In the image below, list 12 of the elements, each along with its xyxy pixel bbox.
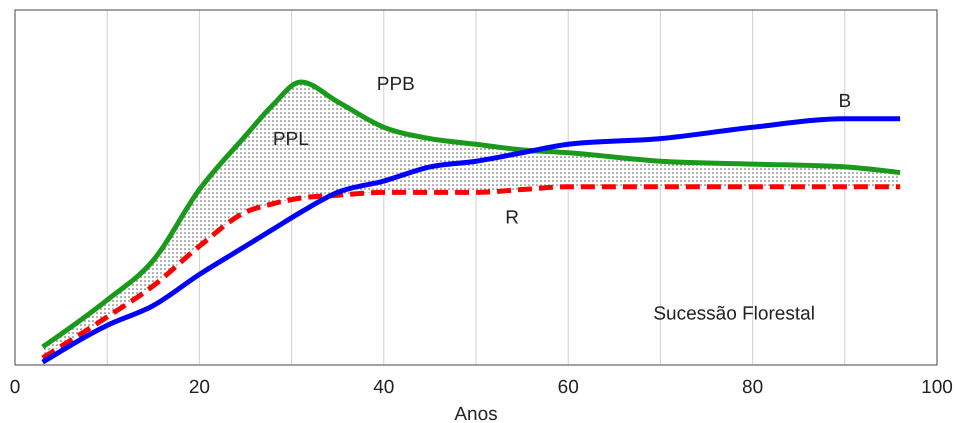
x-tick-label: 0: [10, 377, 20, 398]
series-label: B: [838, 90, 852, 112]
x-axis-title: Anos: [454, 404, 498, 423]
series-label: R: [505, 208, 519, 229]
x-tick-label: 100: [921, 377, 953, 398]
x-tick-label: 40: [373, 377, 394, 398]
x-tick-label: 60: [558, 377, 579, 398]
annotation: Sucessão Florestal: [653, 304, 815, 325]
x-tick-label: 80: [742, 377, 764, 398]
annotation: PPL: [272, 129, 309, 150]
x-tick-label: 20: [188, 377, 210, 398]
series-label: PPB: [376, 74, 415, 95]
